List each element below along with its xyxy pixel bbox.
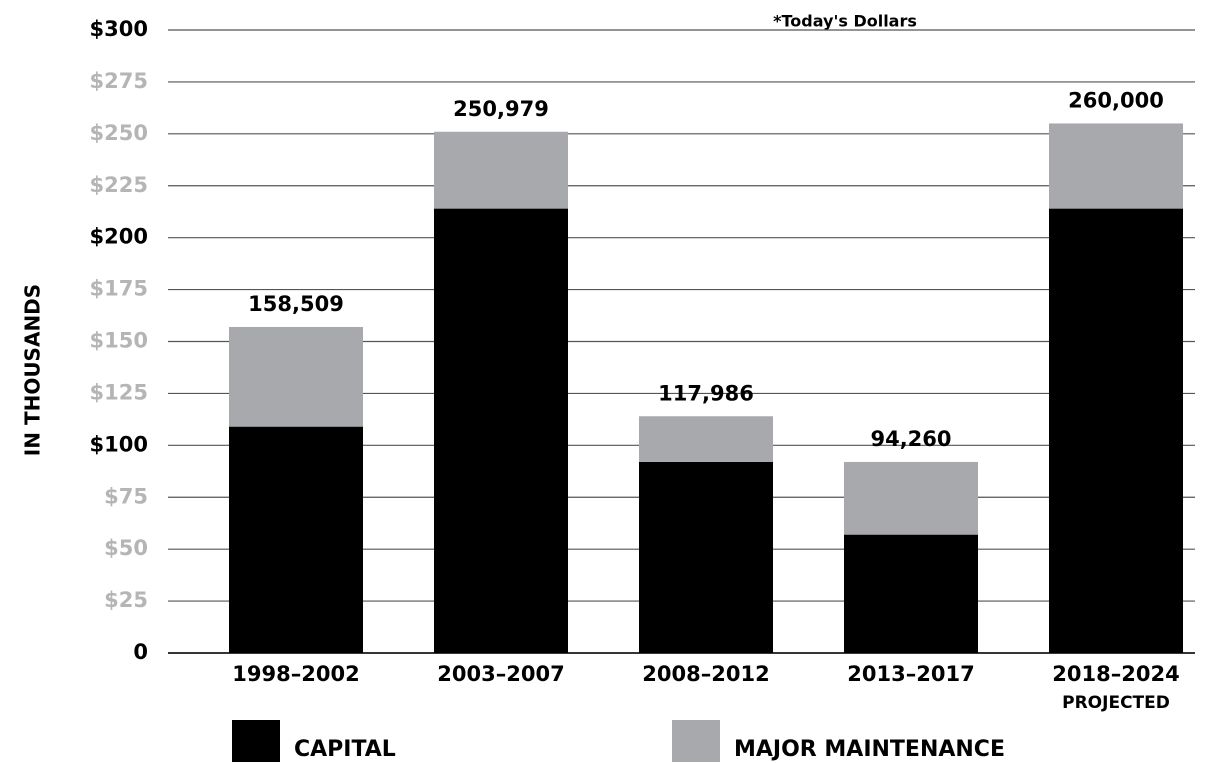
y-tick-label: $250: [90, 121, 148, 145]
bar-segment: [639, 416, 773, 462]
y-tick-label: $200: [90, 225, 148, 249]
legend-label: MAJOR MAINTENANCE: [734, 737, 1005, 762]
x-tick-label: 2008–2012: [642, 662, 769, 686]
y-tick-label: $150: [90, 329, 148, 353]
y-tick-label: $275: [90, 69, 148, 93]
total-label: 158,509: [248, 292, 344, 316]
legend-swatch: [672, 720, 720, 762]
legend-label: CAPITAL: [294, 737, 396, 762]
y-tick-label: $100: [90, 432, 148, 456]
y-tick-label: $125: [90, 380, 148, 404]
x-tick-label: 2013–2017: [847, 662, 974, 686]
x-tick-label: 2003–2007: [437, 662, 564, 686]
x-tick-label: 2018–2024: [1052, 662, 1179, 686]
total-label: 117,986: [658, 381, 754, 405]
annotation: *Today's Dollars: [773, 12, 917, 31]
y-tick-label: $225: [90, 173, 148, 197]
y-axis-label: IN THOUSANDS: [21, 284, 45, 456]
x-tick-note: PROJECTED: [1062, 693, 1170, 713]
y-tick-label: $75: [104, 484, 148, 508]
bar-segment: [229, 326, 363, 427]
bar-segment: [434, 208, 568, 654]
bar-segment: [639, 461, 773, 653]
legend-swatch: [232, 720, 280, 762]
bar-segment: [229, 426, 363, 653]
bar-segment: [844, 461, 978, 535]
bar-segment: [1049, 123, 1183, 209]
bar-segment: [1049, 208, 1183, 654]
total-label: 260,000: [1068, 88, 1164, 112]
y-tick-label: $50: [104, 536, 148, 560]
y-tick-label: $300: [90, 17, 148, 41]
total-label: 94,260: [870, 427, 951, 451]
bar-segment: [434, 131, 568, 209]
bar-segment: [844, 534, 978, 653]
x-tick-label: 1998–2002: [232, 662, 359, 686]
y-tick-label: $25: [104, 588, 148, 612]
y-tick-label: $175: [90, 277, 148, 301]
total-label: 250,979: [453, 97, 549, 121]
y-tick-label: 0: [133, 640, 148, 664]
